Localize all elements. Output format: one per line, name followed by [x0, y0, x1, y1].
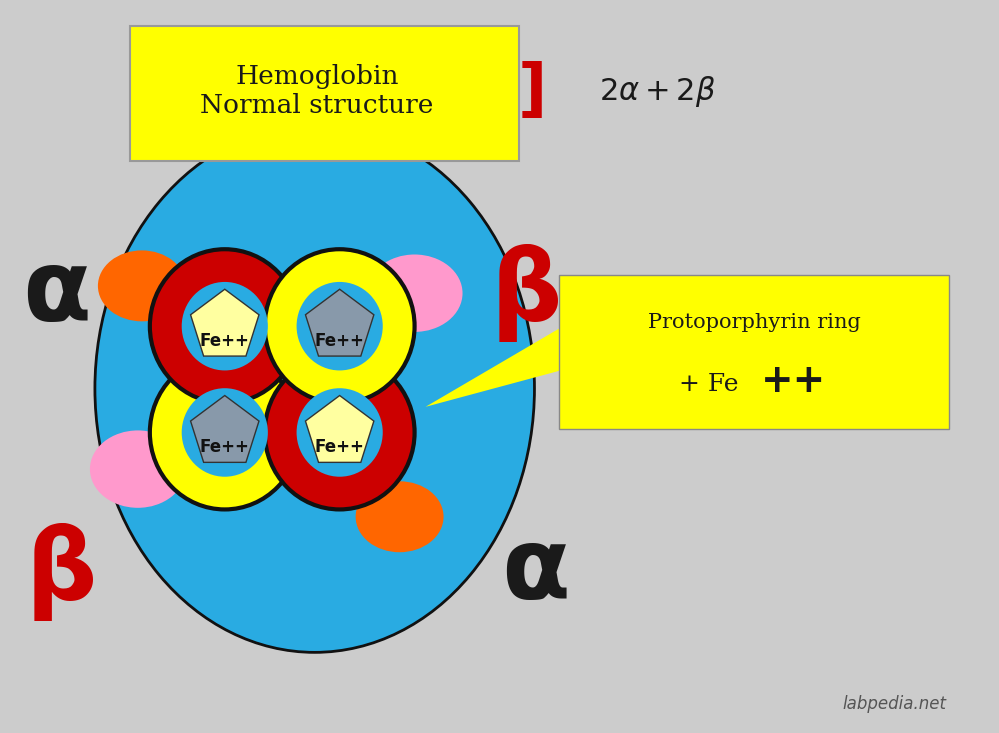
Text: Hemoglobin
Normal structure: Hemoglobin Normal structure — [201, 64, 434, 118]
Text: $\bfβ$: $\bfβ$ — [25, 520, 95, 623]
Polygon shape — [191, 396, 259, 463]
Text: ]: ] — [517, 61, 546, 122]
Text: Fe++: Fe++ — [315, 332, 365, 350]
Ellipse shape — [265, 249, 415, 403]
Ellipse shape — [265, 356, 415, 509]
Text: + Fe: + Fe — [679, 372, 738, 396]
Polygon shape — [306, 396, 374, 463]
Ellipse shape — [297, 388, 383, 476]
FancyBboxPatch shape — [559, 275, 949, 429]
Text: Protoporphyrin ring: Protoporphyrin ring — [648, 313, 860, 332]
Ellipse shape — [95, 125, 534, 652]
FancyBboxPatch shape — [130, 26, 519, 161]
Ellipse shape — [297, 282, 383, 370]
Polygon shape — [191, 290, 259, 356]
Ellipse shape — [150, 249, 300, 403]
Text: labpedia.net: labpedia.net — [842, 695, 946, 712]
Text: $2α+2β$: $2α+2β$ — [599, 74, 716, 109]
Ellipse shape — [182, 282, 268, 370]
Text: Fe++: Fe++ — [200, 438, 250, 456]
Text: Fe++: Fe++ — [200, 332, 250, 350]
Text: $\bfα$: $\bfα$ — [22, 245, 88, 342]
Polygon shape — [306, 290, 374, 356]
Polygon shape — [426, 325, 564, 407]
Text: ++: ++ — [761, 362, 826, 400]
Text: $\bfα$: $\bfα$ — [501, 523, 567, 620]
Ellipse shape — [367, 254, 463, 332]
Ellipse shape — [182, 388, 268, 476]
Ellipse shape — [356, 482, 444, 552]
Text: Fe++: Fe++ — [315, 438, 365, 456]
Ellipse shape — [90, 430, 186, 508]
Ellipse shape — [150, 356, 300, 509]
Ellipse shape — [98, 251, 186, 321]
Text: $\bfβ$: $\bfβ$ — [490, 242, 559, 345]
